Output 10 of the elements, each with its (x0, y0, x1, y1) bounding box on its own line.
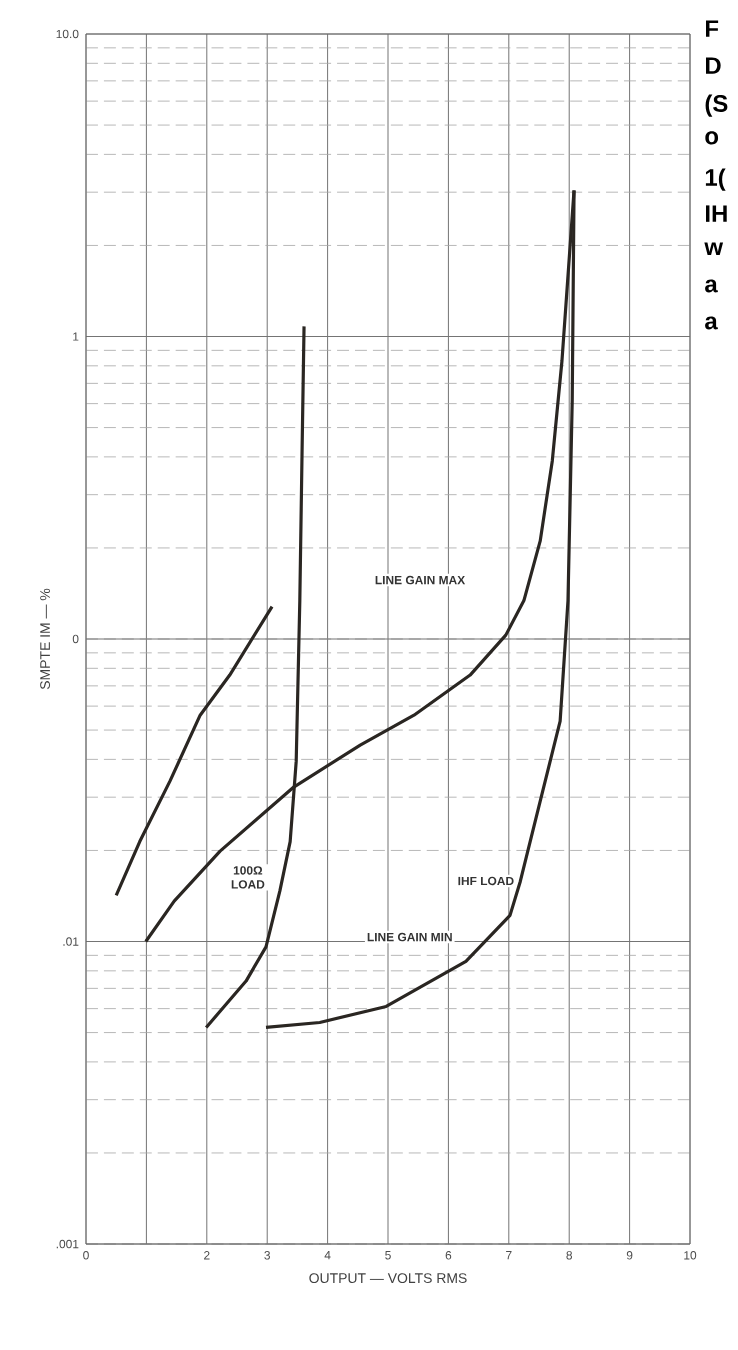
text: IH (706, 205, 727, 222)
text: F (706, 20, 719, 37)
text: a (705, 279, 718, 293)
text: w (704, 242, 724, 256)
text: (S (705, 94, 728, 117)
text: o (705, 131, 719, 145)
text: a (705, 316, 718, 330)
text: D (706, 57, 721, 74)
line-series (114, 604, 274, 898)
text: 1( (705, 168, 726, 191)
